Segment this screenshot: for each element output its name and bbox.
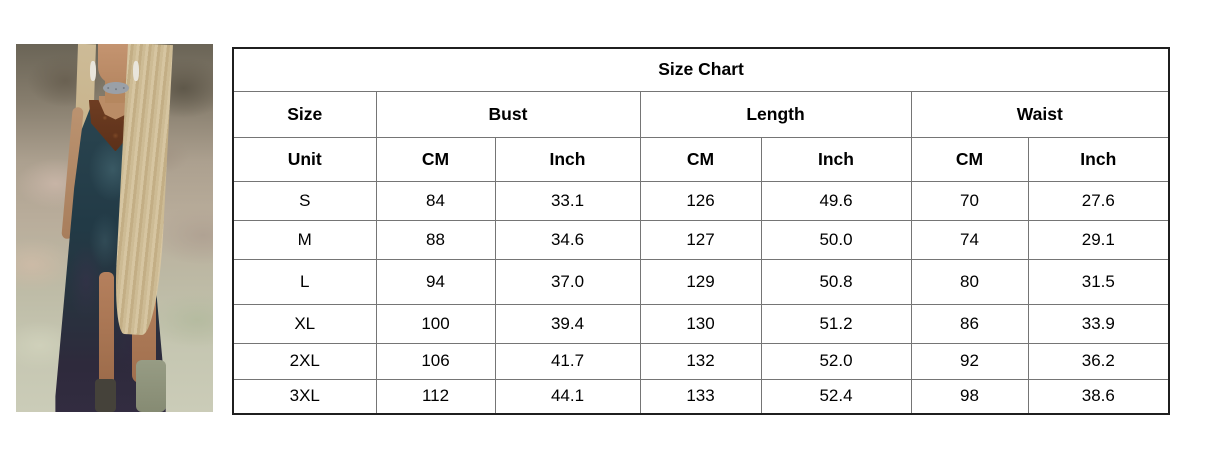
- table-row: S 84 33.1 126 49.6 70 27.6: [232, 180, 1170, 221]
- bust-cm-value: 94: [375, 258, 496, 305]
- table-row: 2XL 106 41.7 132 52.0 92 36.2: [232, 342, 1170, 380]
- length-inch-value: 52.4: [760, 378, 912, 415]
- length-inch-value: 50.0: [760, 219, 912, 260]
- bust-cm-value: 100: [375, 303, 496, 344]
- length-inch-value: 50.8: [760, 258, 912, 305]
- waist-inch-header: Inch: [1027, 136, 1170, 182]
- column-header-bust: Bust: [375, 90, 641, 138]
- bust-cm-value: 112: [375, 378, 496, 415]
- bust-inch-header: Inch: [494, 136, 641, 182]
- waist-cm-value: 98: [910, 378, 1029, 415]
- model-boot-right: [136, 360, 166, 412]
- length-cm-value: 133: [639, 378, 762, 415]
- size-value: 2XL: [232, 342, 377, 380]
- bust-cm-value: 88: [375, 219, 496, 260]
- table-row: L 94 37.0 129 50.8 80 31.5: [232, 258, 1170, 305]
- length-cm-value: 126: [639, 180, 762, 221]
- size-value: L: [232, 258, 377, 305]
- model-face: [97, 44, 131, 83]
- model-leg-left: [98, 272, 115, 387]
- size-value: M: [232, 219, 377, 260]
- bust-cm-value: 84: [375, 180, 496, 221]
- length-cm-value: 127: [639, 219, 762, 260]
- table-title-row: Size Chart: [232, 47, 1170, 92]
- column-header-waist: Waist: [910, 90, 1170, 138]
- length-cm-value: 129: [639, 258, 762, 305]
- size-chart-title: Size Chart: [232, 47, 1170, 92]
- unit-label: Unit: [232, 136, 377, 182]
- waist-inch-value: 31.5: [1027, 258, 1170, 305]
- length-cm-value: 130: [639, 303, 762, 344]
- waist-cm-value: 86: [910, 303, 1029, 344]
- bust-inch-value: 37.0: [494, 258, 641, 305]
- size-value: S: [232, 180, 377, 221]
- waist-cm-value: 92: [910, 342, 1029, 380]
- bust-inch-value: 34.6: [494, 219, 641, 260]
- bust-cm-header: CM: [375, 136, 496, 182]
- bust-inch-value: 33.1: [494, 180, 641, 221]
- model-earring-right: [133, 60, 140, 81]
- length-inch-header: Inch: [760, 136, 912, 182]
- waist-cm-header: CM: [910, 136, 1029, 182]
- product-photo: [16, 44, 213, 412]
- length-cm-header: CM: [639, 136, 762, 182]
- length-inch-value: 49.6: [760, 180, 912, 221]
- length-cm-value: 132: [639, 342, 762, 380]
- table-header-row: Size Bust Length Waist: [232, 90, 1170, 138]
- table-row: M 88 34.6 127 50.0 74 29.1: [232, 219, 1170, 260]
- waist-cm-value: 74: [910, 219, 1029, 260]
- model-boot-left: [94, 378, 117, 412]
- waist-inch-value: 38.6: [1027, 378, 1170, 415]
- column-header-length: Length: [639, 90, 912, 138]
- waist-inch-value: 36.2: [1027, 342, 1170, 380]
- table-row: 3XL 112 44.1 133 52.4 98 38.6: [232, 378, 1170, 415]
- model-earring-left: [89, 60, 96, 81]
- bust-inch-value: 39.4: [494, 303, 641, 344]
- waist-cm-value: 80: [910, 258, 1029, 305]
- size-value: 3XL: [232, 378, 377, 415]
- waist-cm-value: 70: [910, 180, 1029, 221]
- table-unit-row: Unit CM Inch CM Inch CM Inch: [232, 136, 1170, 182]
- waist-inch-value: 29.1: [1027, 219, 1170, 260]
- waist-inch-value: 33.9: [1027, 303, 1170, 344]
- bust-inch-value: 41.7: [494, 342, 641, 380]
- length-inch-value: 51.2: [760, 303, 912, 344]
- table-row: XL 100 39.4 130 51.2 86 33.9: [232, 303, 1170, 344]
- length-inch-value: 52.0: [760, 342, 912, 380]
- column-header-size: Size: [232, 90, 377, 138]
- size-chart-table: Size Chart Size Bust Length Waist Unit C…: [232, 47, 1171, 415]
- model-necklace: [102, 81, 130, 95]
- bust-cm-value: 106: [375, 342, 496, 380]
- size-value: XL: [232, 303, 377, 344]
- waist-inch-value: 27.6: [1027, 180, 1170, 221]
- bust-inch-value: 44.1: [494, 378, 641, 415]
